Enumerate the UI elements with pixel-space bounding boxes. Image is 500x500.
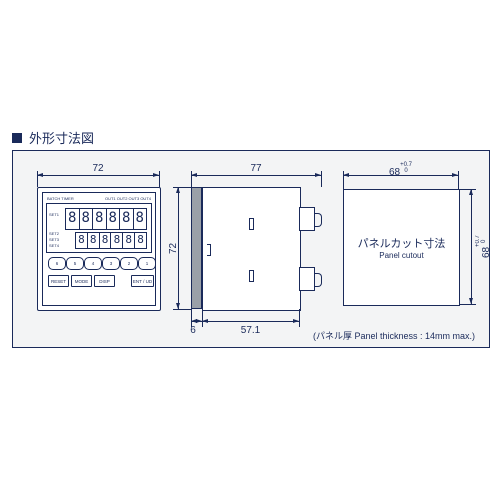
dim-side-height-label: 72 xyxy=(168,187,179,309)
digit: 8 xyxy=(66,209,80,229)
digit: 8 xyxy=(88,233,100,248)
key-3: 3 xyxy=(102,257,120,270)
back-connectors xyxy=(299,201,321,295)
key-ent: ENT / UD xyxy=(131,275,154,287)
diagram-title: 外形寸法図 xyxy=(29,128,94,147)
ext-line xyxy=(299,309,300,327)
digit: 8 xyxy=(135,233,146,248)
cutout-label-en: Panel cutout xyxy=(379,251,423,260)
ext-line xyxy=(159,171,160,187)
digit: 8 xyxy=(93,209,107,229)
side-view xyxy=(191,187,321,309)
slot-icon xyxy=(249,270,254,282)
key-4: 4 xyxy=(84,257,102,270)
dim-front-width xyxy=(37,175,159,176)
key-disp: DISP xyxy=(94,275,115,287)
set2: SET2 xyxy=(49,231,59,236)
square-bullet-icon xyxy=(12,133,22,143)
digit: 8 xyxy=(76,233,88,248)
dim-side-depth xyxy=(191,175,321,176)
key-reset: RESET xyxy=(48,275,69,287)
key-5: 5 xyxy=(66,257,84,270)
notch-icon xyxy=(207,244,211,256)
digit: 8 xyxy=(100,233,112,248)
cutout-label-jp: パネルカット寸法 xyxy=(358,235,446,251)
dim-body-label: 57.1 xyxy=(202,325,299,336)
panel-cutout: パネルカット寸法 Panel cutout xyxy=(343,189,460,306)
slot-icon xyxy=(249,218,254,230)
digit: 8 xyxy=(134,209,147,229)
dim-cut-height xyxy=(471,189,472,304)
front-panel: BATCH TIMER OUT1 OUT2 OUT3 OUT4 8 8 8 8 … xyxy=(37,187,161,311)
digit: 8 xyxy=(80,209,94,229)
flange xyxy=(191,187,202,309)
side-body xyxy=(202,187,301,311)
cut-h-tol: +0.70 xyxy=(475,235,487,247)
drawing-frame: 72 BATCH TIMER OUT1 OUT2 OUT3 OUT4 8 8 8… xyxy=(12,150,490,348)
thickness-note: (パネル厚 Panel thickness : 14mm max.) xyxy=(313,329,475,342)
dim-body xyxy=(202,321,299,322)
title-row: 外形寸法図 xyxy=(12,128,94,147)
cut-w-tol: +0.70 xyxy=(400,162,412,174)
dim-flange-label: 6 xyxy=(183,325,203,336)
dim-side-depth-label: 77 xyxy=(191,163,321,174)
key-2: 2 xyxy=(120,257,138,270)
digit: 8 xyxy=(120,209,134,229)
key-mode: MODE xyxy=(71,275,92,287)
ext-line xyxy=(458,304,476,305)
cut-w: 68 xyxy=(389,167,400,178)
key-6: 6 xyxy=(48,257,66,270)
set4: SET4 xyxy=(49,243,59,248)
ext-line xyxy=(173,309,191,310)
dim-cut-width-label: 68+0.70 xyxy=(343,162,458,178)
ext-line xyxy=(321,171,322,187)
digit: 8 xyxy=(111,233,123,248)
out-labels: OUT1 OUT2 OUT3 OUT4 xyxy=(105,196,151,201)
connector-icon xyxy=(299,207,315,231)
dim-front-width-label: 72 xyxy=(37,163,159,174)
front-inner: BATCH TIMER OUT1 OUT2 OUT3 OUT4 8 8 8 8 … xyxy=(42,192,156,306)
dim-cut-height-label: 68+0.70 xyxy=(475,189,492,304)
digit: 8 xyxy=(107,209,121,229)
digit: 8 xyxy=(123,233,135,248)
set1: SET1 xyxy=(49,212,59,217)
display-frame: 8 8 8 8 8 8 SET1 SET2 SET3 SET4 8 8 8 xyxy=(46,203,152,253)
sub-display: 8 8 8 8 8 8 xyxy=(75,232,147,249)
page: 外形寸法図 72 BATCH TIMER OUT1 OUT2 OUT3 OUT4… xyxy=(0,0,500,500)
ext-line xyxy=(458,171,459,189)
dim-flange xyxy=(191,321,202,322)
batch-timer-label: BATCH TIMER xyxy=(47,196,74,201)
cut-h: 68 xyxy=(481,247,492,258)
key-1: 1 xyxy=(138,257,156,270)
connector-icon xyxy=(299,267,315,291)
ext-line xyxy=(458,189,476,190)
main-display: 8 8 8 8 8 8 xyxy=(65,208,147,230)
set3: SET3 xyxy=(49,237,59,242)
